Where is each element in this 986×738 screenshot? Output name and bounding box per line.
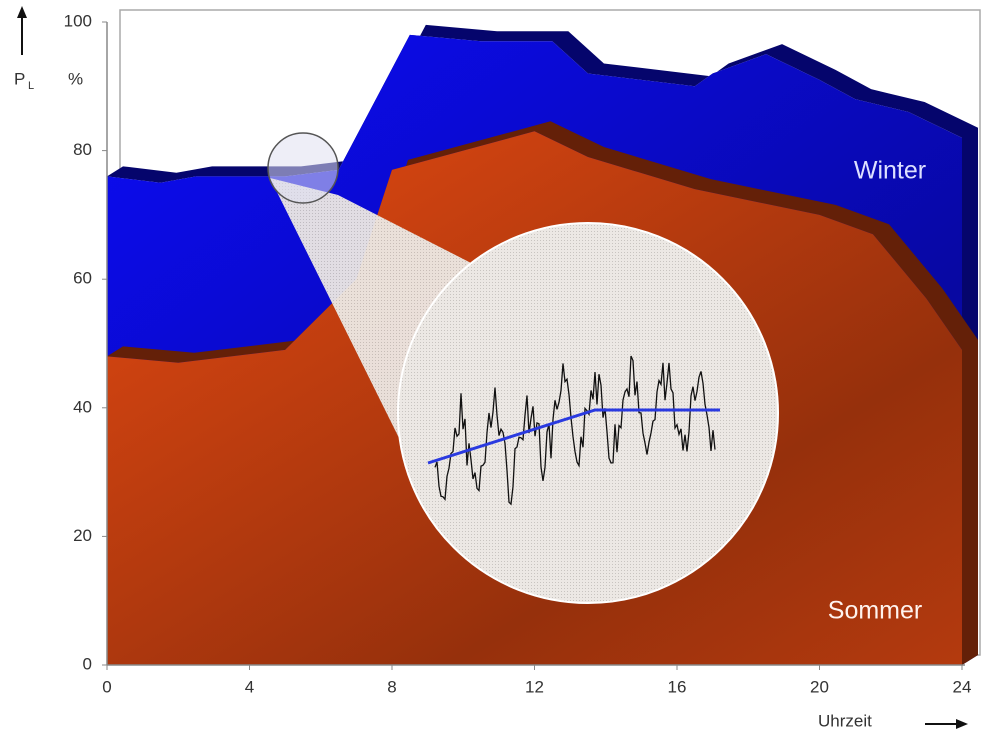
- x-arrow-head: [956, 719, 968, 729]
- y-tick-label: 0: [83, 654, 92, 673]
- noise-line: [434, 355, 716, 506]
- series-label: Sommer: [828, 597, 922, 625]
- y-tick-label: 40: [73, 397, 92, 416]
- x-tick-label: 4: [245, 677, 254, 696]
- y-tick-label: 20: [73, 526, 92, 545]
- magnifier-lens: [267, 132, 339, 204]
- ticks: 0 20 40 60 80 100 0 4 8 12 16 20 24: [64, 11, 972, 696]
- y-unit: %: [68, 69, 83, 88]
- y-label: P: [14, 69, 25, 88]
- x-tick-label: 24: [953, 677, 972, 696]
- trend-line: [427, 408, 720, 465]
- y-tick-label: 100: [64, 11, 92, 30]
- x-tick-label: 12: [525, 677, 544, 696]
- x-tick-label: 20: [810, 677, 829, 696]
- y-tick-label: 60: [73, 269, 92, 288]
- y-label-sub: L: [28, 80, 34, 92]
- x-label: Uhrzeit: [818, 711, 872, 730]
- series-label: Winter: [854, 157, 926, 185]
- x-tick-label: 8: [387, 677, 396, 696]
- y-tick-label: 80: [73, 140, 92, 159]
- x-tick-label: 16: [668, 677, 687, 696]
- y-arrow-head: [17, 6, 27, 18]
- magnifier: [267, 132, 779, 604]
- x-tick-label: 0: [102, 677, 111, 696]
